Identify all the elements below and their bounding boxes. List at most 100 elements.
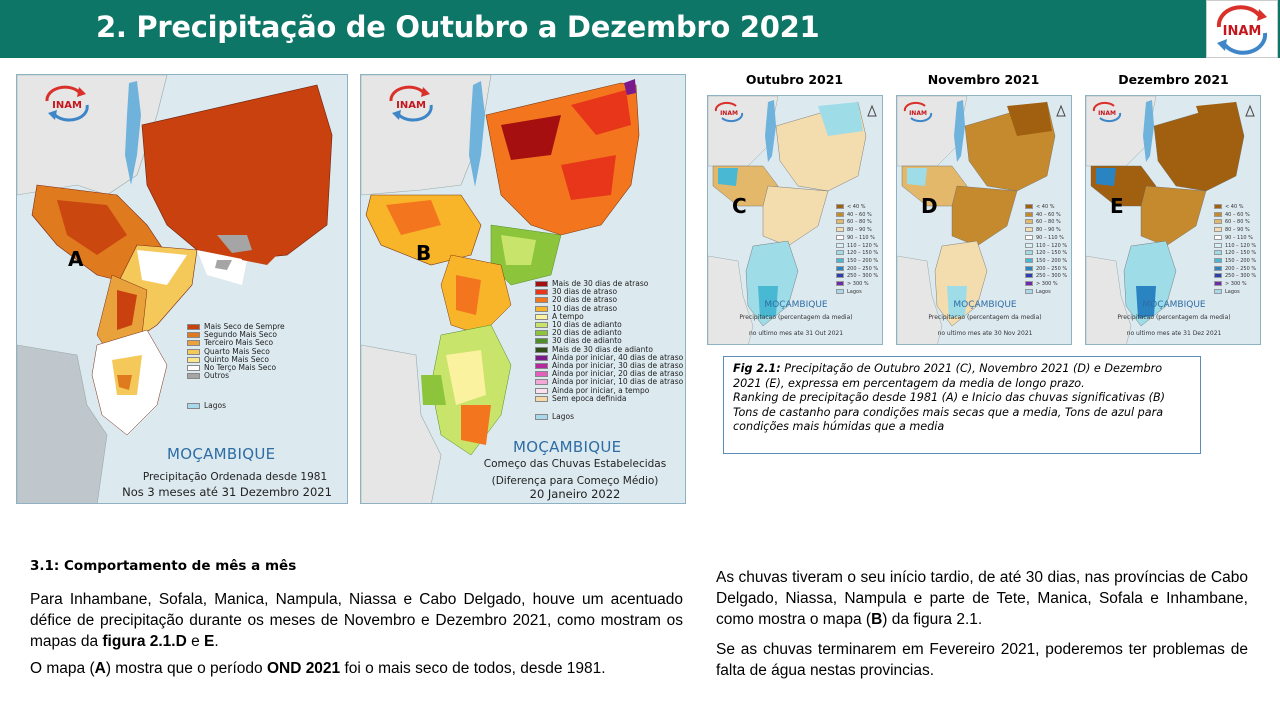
legend-swatch xyxy=(535,414,548,420)
legend-swatch xyxy=(187,348,200,355)
legend-swatch xyxy=(1025,250,1033,256)
legend-swatch xyxy=(836,204,844,209)
legend-swatch xyxy=(187,356,200,363)
map-b-country: MOÇAMBIQUE xyxy=(513,438,622,456)
legend-item: 10 dias de atraso xyxy=(535,304,683,313)
legend-swatch xyxy=(535,371,548,378)
figure-ref: figura 2.1.D xyxy=(102,633,187,650)
legend-label: > 300 % xyxy=(1036,281,1058,288)
legend-label: 30 dias de atraso xyxy=(552,287,618,297)
legend-label: 40 – 60 % xyxy=(847,211,872,218)
legend-item: Lagos xyxy=(1025,288,1067,297)
inam-logo-icon: INAM xyxy=(903,101,933,123)
map-b-legend: Mais de 30 dias de atraso 30 dias de atra… xyxy=(535,279,683,403)
legend-item: Terceiro Mais Seco xyxy=(187,339,285,347)
legend-item: 150 – 200 % xyxy=(1025,257,1067,266)
legend-item: > 300 % xyxy=(1214,281,1256,289)
legend-swatch xyxy=(1025,234,1033,240)
legend-swatch xyxy=(535,330,548,337)
legend-label: 60 – 80 % xyxy=(1225,219,1250,226)
map-b-lakes-legend: Lagos xyxy=(535,412,574,421)
legend-label: 80 – 90 % xyxy=(1225,227,1250,234)
monthly-map-panel: INAM D < 40 % 40 – 60 % 60 – 80 % 80 – 90 % 90… xyxy=(896,95,1072,345)
monthly-map-logo: INAM xyxy=(712,101,746,127)
legend-swatch xyxy=(535,363,548,370)
figure-ref: E xyxy=(204,633,215,650)
legend-swatch xyxy=(535,305,548,312)
legend-swatch xyxy=(1214,211,1222,217)
legend-label: 150 – 200 % xyxy=(1225,257,1257,264)
paragraph-3-text: ) da figura 2.1. xyxy=(882,611,983,628)
map-a-graphic xyxy=(17,75,333,503)
monthly-map-letter: D xyxy=(921,194,938,218)
map-a-country: MOÇAMBIQUE xyxy=(167,445,276,463)
legend-item: 90 – 110 % xyxy=(1214,234,1256,243)
legend-item: 10 dias de adianto xyxy=(535,320,683,329)
legend-label: 40 – 60 % xyxy=(1036,211,1061,218)
svg-text:INAM: INAM xyxy=(1223,24,1262,39)
legend-swatch xyxy=(836,227,844,233)
legend-label: > 300 % xyxy=(1225,281,1247,288)
monthly-map-legend: < 40 % 40 – 60 % 60 – 80 % 80 – 90 % 90 – 11… xyxy=(1214,204,1256,296)
legend-swatch xyxy=(535,395,548,402)
legend-label: 90 – 110 % xyxy=(1036,234,1064,241)
monthly-map-country: MOÇAMBIQUE xyxy=(764,300,828,310)
legend-swatch xyxy=(535,387,548,394)
legend-swatch xyxy=(1214,250,1222,256)
legend-swatch xyxy=(836,211,844,217)
legend-swatch xyxy=(187,365,200,372)
legend-label: Lagos xyxy=(1036,288,1051,295)
monthly-map-logo: INAM xyxy=(1090,101,1124,127)
svg-text:INAM: INAM xyxy=(720,110,738,117)
north-arrow-icon xyxy=(1243,104,1257,118)
legend-item: > 300 % xyxy=(836,281,878,289)
legend-item: Sem epoca definida xyxy=(535,394,683,403)
monthly-map-footer: no ultimo mes ate 31 Dez 2021 xyxy=(1126,330,1222,337)
legend-item: 40 – 60 % xyxy=(1214,211,1256,220)
map-ref: A xyxy=(94,660,106,677)
legend-item: 90 – 110 % xyxy=(1025,234,1067,243)
legend-item: 60 – 80 % xyxy=(1214,219,1256,227)
legend-label: < 40 % xyxy=(1036,204,1055,210)
legend-swatch xyxy=(535,313,548,320)
map-ref: B xyxy=(871,611,883,628)
legend-item: 20 dias de adianto xyxy=(535,329,683,337)
month-label-oct: Outubro 2021 xyxy=(745,72,844,87)
map-a-lakes-legend: Lagos xyxy=(187,401,226,410)
map-a-logo: INAM xyxy=(39,83,95,123)
legend-swatch xyxy=(836,265,844,271)
legend-item: < 40 % xyxy=(836,204,878,212)
caption-fig-label: Fig 2.1: xyxy=(733,362,781,375)
legend-label: A tempo xyxy=(552,311,584,321)
paragraph-3: As chuvas tiveram o seu início tardio, d… xyxy=(716,567,1248,630)
legend-item: Mais de 30 dias de adianto xyxy=(535,345,683,354)
legend-label: Quarto Mais Seco xyxy=(204,346,270,356)
legend-item: 200 – 250 % xyxy=(1214,265,1256,274)
legend-label: Lagos xyxy=(1225,288,1240,295)
legend-item: Ainda por iniciar, 20 dias de atraso xyxy=(535,370,683,378)
legend-label: 60 – 80 % xyxy=(1036,219,1061,226)
legend-label: 40 – 60 % xyxy=(1225,211,1250,218)
paragraph-1-text: e xyxy=(186,633,205,650)
legend-swatch xyxy=(187,373,200,380)
map-a-legend: Mais Seco de Sempre Segundo Mais Seco Te… xyxy=(187,322,285,380)
legend-label: 20 dias de atraso xyxy=(552,295,618,305)
legend-label: < 40 % xyxy=(847,204,866,210)
legend-label: Ainda por iniciar, 20 dias de atraso xyxy=(552,369,684,379)
section-heading: 3.1: Comportamento de mês a mês xyxy=(30,558,297,574)
legend-swatch xyxy=(1025,242,1033,248)
legend-swatch xyxy=(836,257,844,263)
inam-logo-icon: INAM xyxy=(389,85,433,122)
map-b-subtitle-3: 20 Janeiro 2022 xyxy=(529,487,621,501)
legend-swatch xyxy=(1214,219,1222,225)
legend-label: Ainda por iniciar, a tempo xyxy=(552,385,650,395)
legend-label: > 300 % xyxy=(847,281,869,288)
legend-label: 110 – 120 % xyxy=(847,242,879,249)
legend-swatch xyxy=(836,250,844,256)
legend-label: 90 – 110 % xyxy=(1225,234,1253,241)
legend-swatch xyxy=(535,281,548,287)
legend-swatch xyxy=(1025,211,1033,217)
legend-item: 110 – 120 % xyxy=(836,242,879,251)
map-b-subtitle-2: (Diferença para Começo Médio) xyxy=(491,475,659,487)
legend-item: 90 – 110 % xyxy=(836,234,878,243)
